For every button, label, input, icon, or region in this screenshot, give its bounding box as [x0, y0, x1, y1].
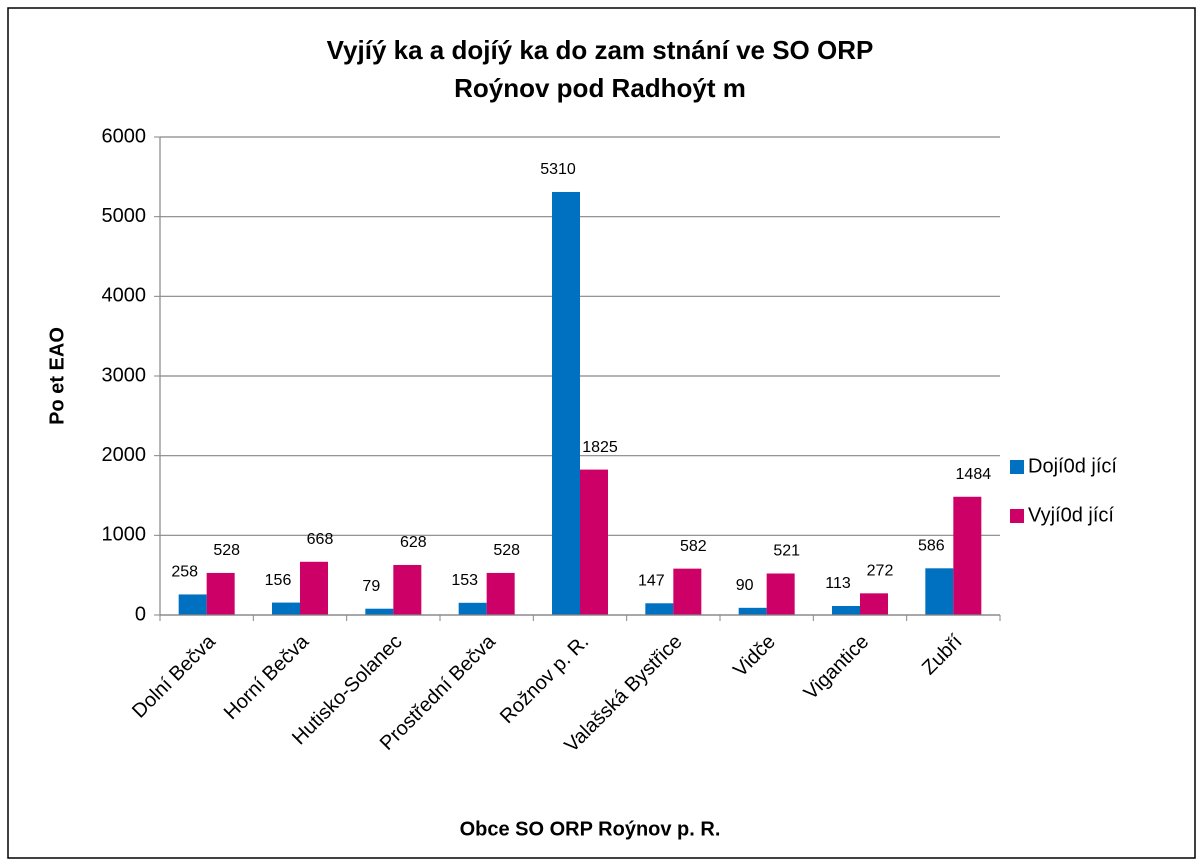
y-tick-label: 5000 — [102, 205, 147, 227]
y-tick-label: 6000 — [102, 125, 147, 147]
chart-title: Vyjíý ka a dojíý ka do zam stnání ve SO … — [327, 35, 874, 65]
y-tick-label: 2000 — [102, 444, 147, 466]
data-label: 1484 — [956, 466, 992, 483]
data-label: 586 — [918, 538, 945, 555]
bar — [206, 572, 235, 615]
bar — [552, 191, 580, 615]
data-label: 272 — [867, 563, 894, 580]
legend-label: Dojí0d jící — [1028, 455, 1117, 477]
y-tick-label: 0 — [135, 603, 146, 625]
data-label: 153 — [451, 572, 478, 589]
data-label: 113 — [825, 575, 851, 592]
bar — [738, 607, 767, 615]
bar — [832, 605, 860, 615]
bar — [486, 572, 515, 615]
bar — [953, 496, 982, 615]
data-label: 668 — [307, 531, 334, 548]
data-label: 628 — [400, 534, 427, 551]
bar — [272, 602, 300, 615]
bar — [178, 594, 207, 615]
legend-label: Vyjí0d jící — [1028, 504, 1114, 526]
y-axis-label: Po et EAO — [46, 327, 68, 425]
legend-marker — [1010, 509, 1024, 523]
data-label: 156 — [265, 572, 292, 589]
y-tick-label: 3000 — [102, 364, 147, 386]
data-label: 521 — [773, 543, 800, 560]
legend-marker — [1010, 460, 1024, 474]
y-tick-label: 1000 — [102, 524, 147, 546]
data-label: 528 — [213, 542, 240, 559]
bar — [580, 469, 608, 615]
bar — [645, 603, 674, 615]
x-axis-label: Obce SO ORP Roýnov p. R. — [460, 818, 721, 840]
data-label: 147 — [638, 573, 665, 590]
chart-title: Roýnov pod Radhoýt m — [454, 73, 746, 103]
bar — [925, 568, 954, 615]
chart-border — [7, 7, 1196, 859]
bar — [673, 568, 702, 615]
data-label: 5310 — [540, 161, 576, 178]
data-label: 582 — [680, 538, 707, 555]
bar — [365, 608, 394, 615]
data-label: 79 — [362, 578, 380, 595]
data-label: 90 — [736, 577, 754, 594]
bar — [300, 561, 328, 615]
data-label: 1825 — [582, 439, 618, 456]
bar — [860, 593, 888, 615]
y-tick-label: 4000 — [102, 285, 147, 307]
bar — [766, 573, 795, 615]
data-label: 258 — [171, 564, 198, 581]
data-label: 528 — [493, 542, 520, 559]
bar — [458, 602, 487, 615]
bar — [393, 564, 422, 615]
